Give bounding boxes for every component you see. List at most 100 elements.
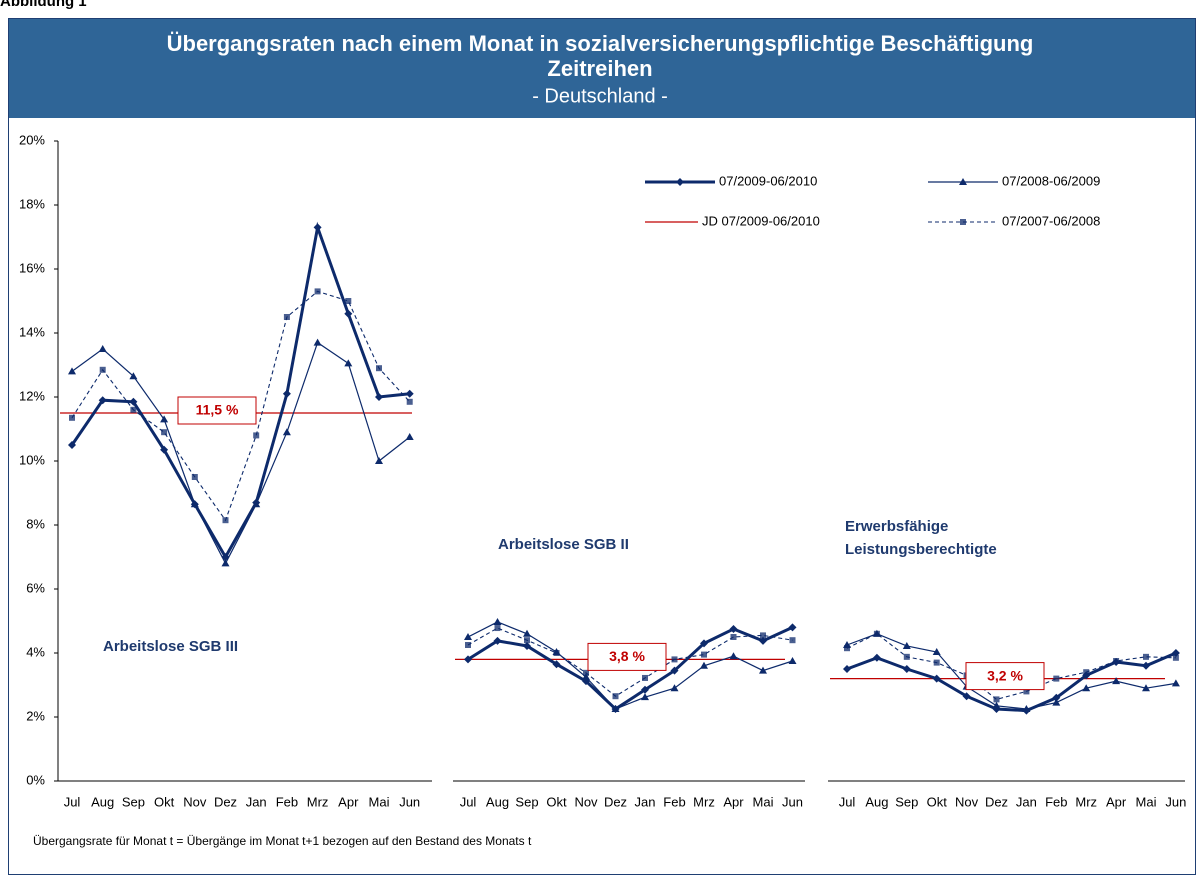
point xyxy=(902,641,911,649)
point xyxy=(493,636,502,645)
footnote: Übergangsrate für Monat t = Übergänge im… xyxy=(33,834,532,848)
x-tick-label: Nov xyxy=(574,794,598,809)
x-tick-label: Okt xyxy=(154,794,175,809)
point xyxy=(1171,679,1180,687)
point xyxy=(283,314,290,320)
y-tick-label: 12% xyxy=(19,388,45,403)
point xyxy=(1022,705,1031,712)
point xyxy=(160,445,169,454)
point xyxy=(222,517,229,524)
point xyxy=(788,623,797,632)
point xyxy=(552,660,561,669)
point xyxy=(405,389,414,398)
panel-label: Arbeitslose SGB II xyxy=(498,536,629,553)
point xyxy=(1142,661,1150,670)
x-tick-label: Okt xyxy=(927,794,948,809)
point xyxy=(1113,658,1120,664)
x-tick-label: Dez xyxy=(985,794,1008,809)
point xyxy=(493,617,502,625)
point xyxy=(494,625,501,632)
x-tick-label: Okt xyxy=(546,794,567,809)
point xyxy=(959,178,967,185)
series-line xyxy=(467,621,793,710)
point xyxy=(611,705,620,712)
point xyxy=(962,692,971,701)
legend-label: 07/2009-06/2010 xyxy=(719,173,817,188)
point xyxy=(375,393,383,401)
point xyxy=(992,701,1001,709)
panel-label: Erwerbsfähige xyxy=(845,518,948,535)
x-tick-label: Sep xyxy=(515,794,538,809)
y-tick-label: 18% xyxy=(19,196,45,211)
x-tick-label: Dez xyxy=(604,794,627,809)
y-tick-label: 2% xyxy=(26,708,45,723)
point xyxy=(190,500,199,508)
x-tick-label: Jan xyxy=(1016,794,1037,809)
title: Übergangsraten nach einem Monat in sozia… xyxy=(167,31,1034,56)
x-tick-label: Apr xyxy=(1106,794,1127,809)
point xyxy=(376,365,382,372)
point xyxy=(1172,654,1179,661)
point xyxy=(1053,675,1060,682)
x-tick-label: Feb xyxy=(663,794,685,809)
point xyxy=(345,298,352,304)
x-tick-label: Jul xyxy=(460,794,477,809)
series-line xyxy=(467,627,793,697)
point xyxy=(903,653,910,660)
x-tick-label: Mai xyxy=(753,794,774,809)
x-tick-label: Apr xyxy=(723,794,744,809)
reference-label: 11,5 % xyxy=(196,402,239,418)
point xyxy=(465,642,471,648)
point xyxy=(282,428,291,436)
point xyxy=(729,652,738,660)
point xyxy=(344,309,353,318)
y-tick-label: 14% xyxy=(19,324,45,339)
point xyxy=(313,338,322,346)
point xyxy=(612,693,619,700)
y-tick-label: 16% xyxy=(19,260,45,275)
series-line xyxy=(467,626,794,711)
point xyxy=(1112,677,1121,685)
point xyxy=(252,500,261,508)
point xyxy=(464,633,472,640)
point xyxy=(1082,684,1091,692)
y-tick-label: 0% xyxy=(26,772,45,787)
series-line xyxy=(846,633,1176,710)
point xyxy=(1083,669,1090,676)
point xyxy=(641,693,649,701)
point xyxy=(98,345,107,352)
x-tick-label: Apr xyxy=(338,794,359,809)
point xyxy=(282,389,291,398)
x-tick-label: Jun xyxy=(399,794,420,809)
point xyxy=(729,625,738,633)
x-tick-label: Jul xyxy=(839,794,856,809)
subtitle: Zeitreihen xyxy=(547,56,652,81)
point xyxy=(671,656,678,663)
x-tick-label: Mai xyxy=(369,794,390,809)
panel-label: Arbeitslose SGB III xyxy=(103,638,238,655)
point xyxy=(375,457,383,464)
point xyxy=(68,367,76,375)
y-tick-label: 6% xyxy=(26,580,45,595)
point xyxy=(642,674,648,681)
point xyxy=(932,674,941,683)
legend-label: JD 07/2009-06/2010 xyxy=(702,213,820,228)
point xyxy=(524,637,530,644)
point xyxy=(68,441,76,449)
point xyxy=(641,685,649,694)
point xyxy=(221,559,230,567)
point xyxy=(130,406,137,413)
series-line xyxy=(71,290,411,522)
y-tick-label: 8% xyxy=(26,516,45,531)
x-tick-label: Mai xyxy=(1136,794,1157,809)
point xyxy=(700,661,708,669)
point xyxy=(1052,698,1061,706)
point xyxy=(523,641,531,650)
reference-label-box xyxy=(177,396,257,425)
x-tick-label: Nov xyxy=(955,794,979,809)
point xyxy=(670,684,679,692)
x-tick-label: Sep xyxy=(122,794,145,809)
point xyxy=(314,288,321,295)
point xyxy=(1052,693,1061,702)
